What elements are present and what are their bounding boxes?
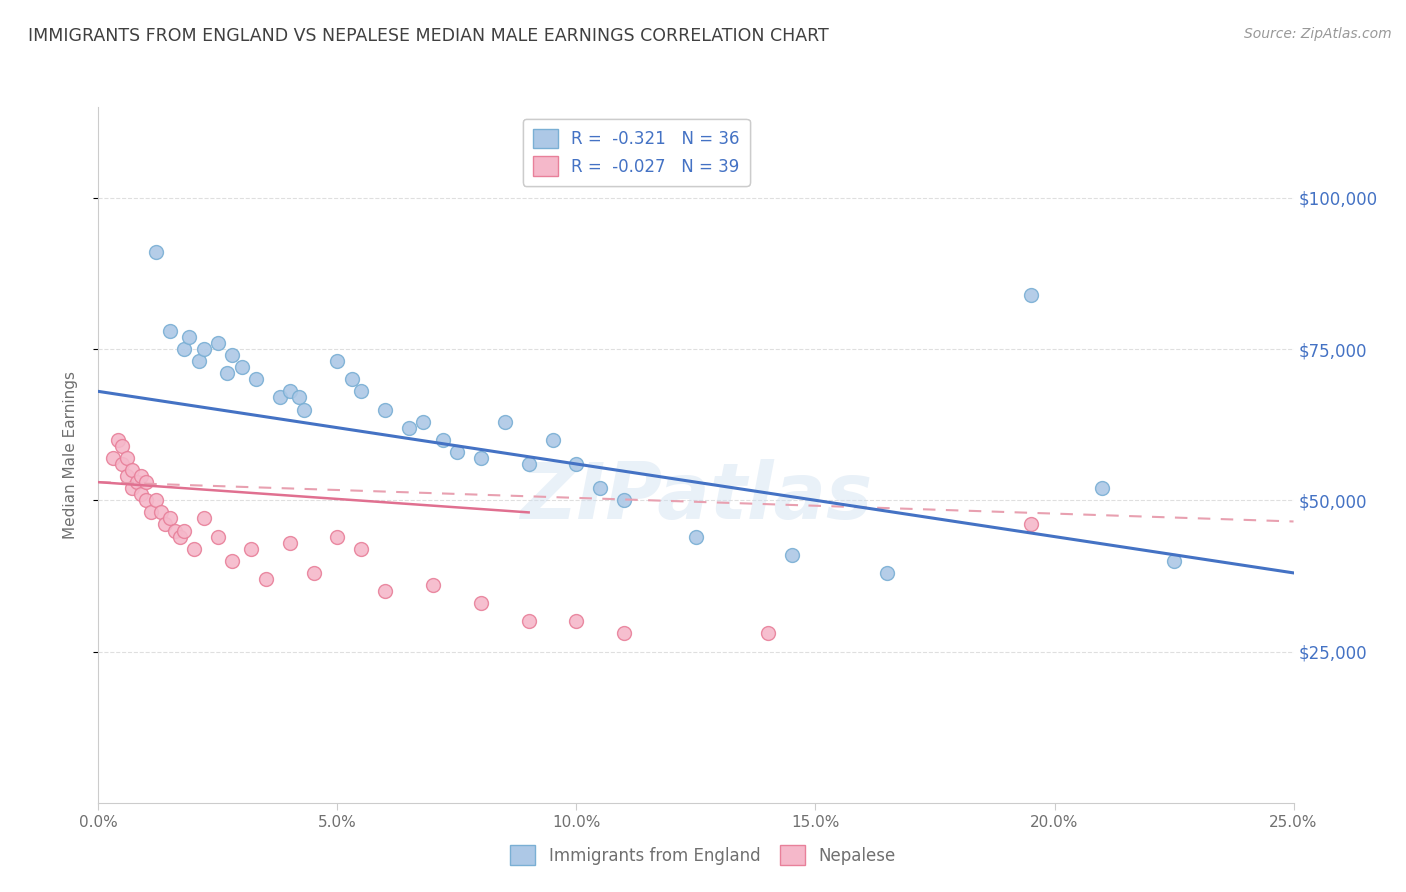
Point bbox=[470, 596, 492, 610]
Point bbox=[876, 566, 898, 580]
Point bbox=[221, 554, 243, 568]
Point bbox=[111, 439, 134, 453]
Point bbox=[613, 626, 636, 640]
Point bbox=[565, 615, 588, 629]
Point bbox=[565, 457, 588, 471]
Text: ZIPatlas: ZIPatlas bbox=[520, 458, 872, 534]
Point bbox=[131, 469, 153, 483]
Point bbox=[217, 366, 239, 380]
Point bbox=[159, 324, 181, 338]
Point bbox=[269, 391, 291, 405]
Point bbox=[145, 245, 167, 260]
Point bbox=[111, 457, 134, 471]
Point bbox=[145, 493, 167, 508]
Point bbox=[1019, 517, 1042, 532]
Point bbox=[470, 450, 492, 465]
Point bbox=[756, 626, 779, 640]
Point bbox=[541, 433, 564, 447]
Point bbox=[135, 475, 157, 490]
Point bbox=[1163, 554, 1185, 568]
Point bbox=[326, 354, 349, 368]
Point bbox=[613, 493, 636, 508]
Text: IMMIGRANTS FROM ENGLAND VS NEPALESE MEDIAN MALE EARNINGS CORRELATION CHART: IMMIGRANTS FROM ENGLAND VS NEPALESE MEDI… bbox=[28, 27, 830, 45]
Point bbox=[207, 336, 229, 351]
Point bbox=[101, 450, 124, 465]
Point bbox=[374, 402, 396, 417]
Point bbox=[121, 463, 143, 477]
Point bbox=[121, 481, 143, 495]
Point bbox=[179, 330, 201, 344]
Point bbox=[340, 372, 363, 386]
Point bbox=[245, 372, 267, 386]
Point bbox=[326, 530, 349, 544]
Point bbox=[163, 524, 186, 538]
Point bbox=[149, 505, 172, 519]
Point bbox=[517, 457, 540, 471]
Point bbox=[374, 584, 396, 599]
Point bbox=[1019, 287, 1042, 301]
Point bbox=[159, 511, 181, 525]
Point bbox=[169, 530, 191, 544]
Point bbox=[517, 615, 540, 629]
Point bbox=[398, 420, 420, 434]
Text: Source: ZipAtlas.com: Source: ZipAtlas.com bbox=[1244, 27, 1392, 41]
Point bbox=[193, 342, 215, 356]
Point bbox=[125, 475, 148, 490]
Point bbox=[131, 487, 153, 501]
Point bbox=[446, 445, 468, 459]
Point bbox=[107, 433, 129, 447]
Point bbox=[207, 530, 229, 544]
Point bbox=[278, 384, 301, 399]
Point bbox=[780, 548, 803, 562]
Point bbox=[288, 391, 311, 405]
Point bbox=[231, 360, 253, 375]
Legend: R =  -0.321   N = 36, R =  -0.027   N = 39: R = -0.321 N = 36, R = -0.027 N = 39 bbox=[523, 119, 749, 186]
Point bbox=[412, 415, 434, 429]
Point bbox=[155, 517, 177, 532]
Point bbox=[254, 572, 277, 586]
Point bbox=[183, 541, 205, 556]
Y-axis label: Median Male Earnings: Median Male Earnings bbox=[63, 371, 77, 539]
Legend: Immigrants from England, Nepalese: Immigrants from England, Nepalese bbox=[501, 836, 905, 875]
Point bbox=[422, 578, 444, 592]
Point bbox=[685, 530, 707, 544]
Point bbox=[173, 524, 195, 538]
Point bbox=[240, 541, 263, 556]
Point bbox=[350, 384, 373, 399]
Point bbox=[187, 354, 209, 368]
Point bbox=[115, 450, 138, 465]
Point bbox=[292, 402, 315, 417]
Point bbox=[1091, 481, 1114, 495]
Point bbox=[135, 493, 157, 508]
Point bbox=[589, 481, 612, 495]
Point bbox=[139, 505, 162, 519]
Point bbox=[193, 511, 215, 525]
Point bbox=[350, 541, 373, 556]
Point bbox=[302, 566, 325, 580]
Point bbox=[221, 348, 243, 362]
Point bbox=[278, 535, 301, 549]
Point bbox=[173, 342, 195, 356]
Point bbox=[432, 433, 454, 447]
Point bbox=[494, 415, 516, 429]
Point bbox=[115, 469, 138, 483]
